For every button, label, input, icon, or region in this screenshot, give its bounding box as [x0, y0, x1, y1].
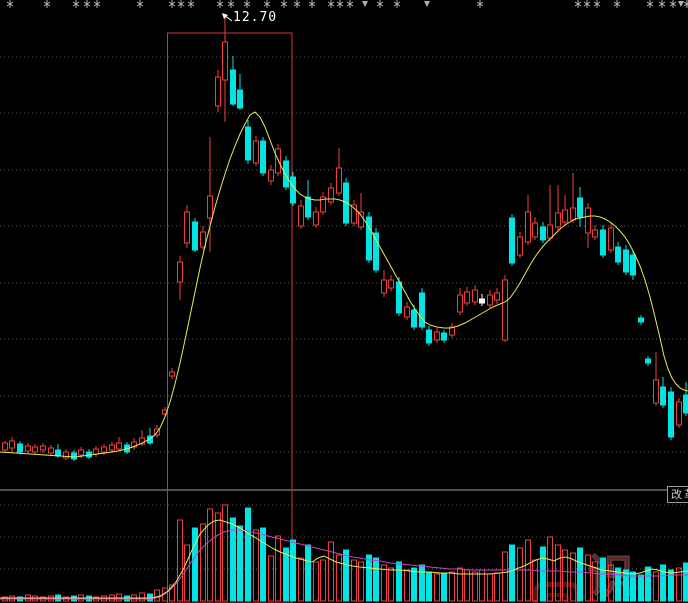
indicator-label: 改革	[671, 488, 688, 501]
peak-price-annotation: 12.70	[233, 10, 278, 25]
indicator-label-box[interactable]: 改革	[667, 486, 688, 503]
